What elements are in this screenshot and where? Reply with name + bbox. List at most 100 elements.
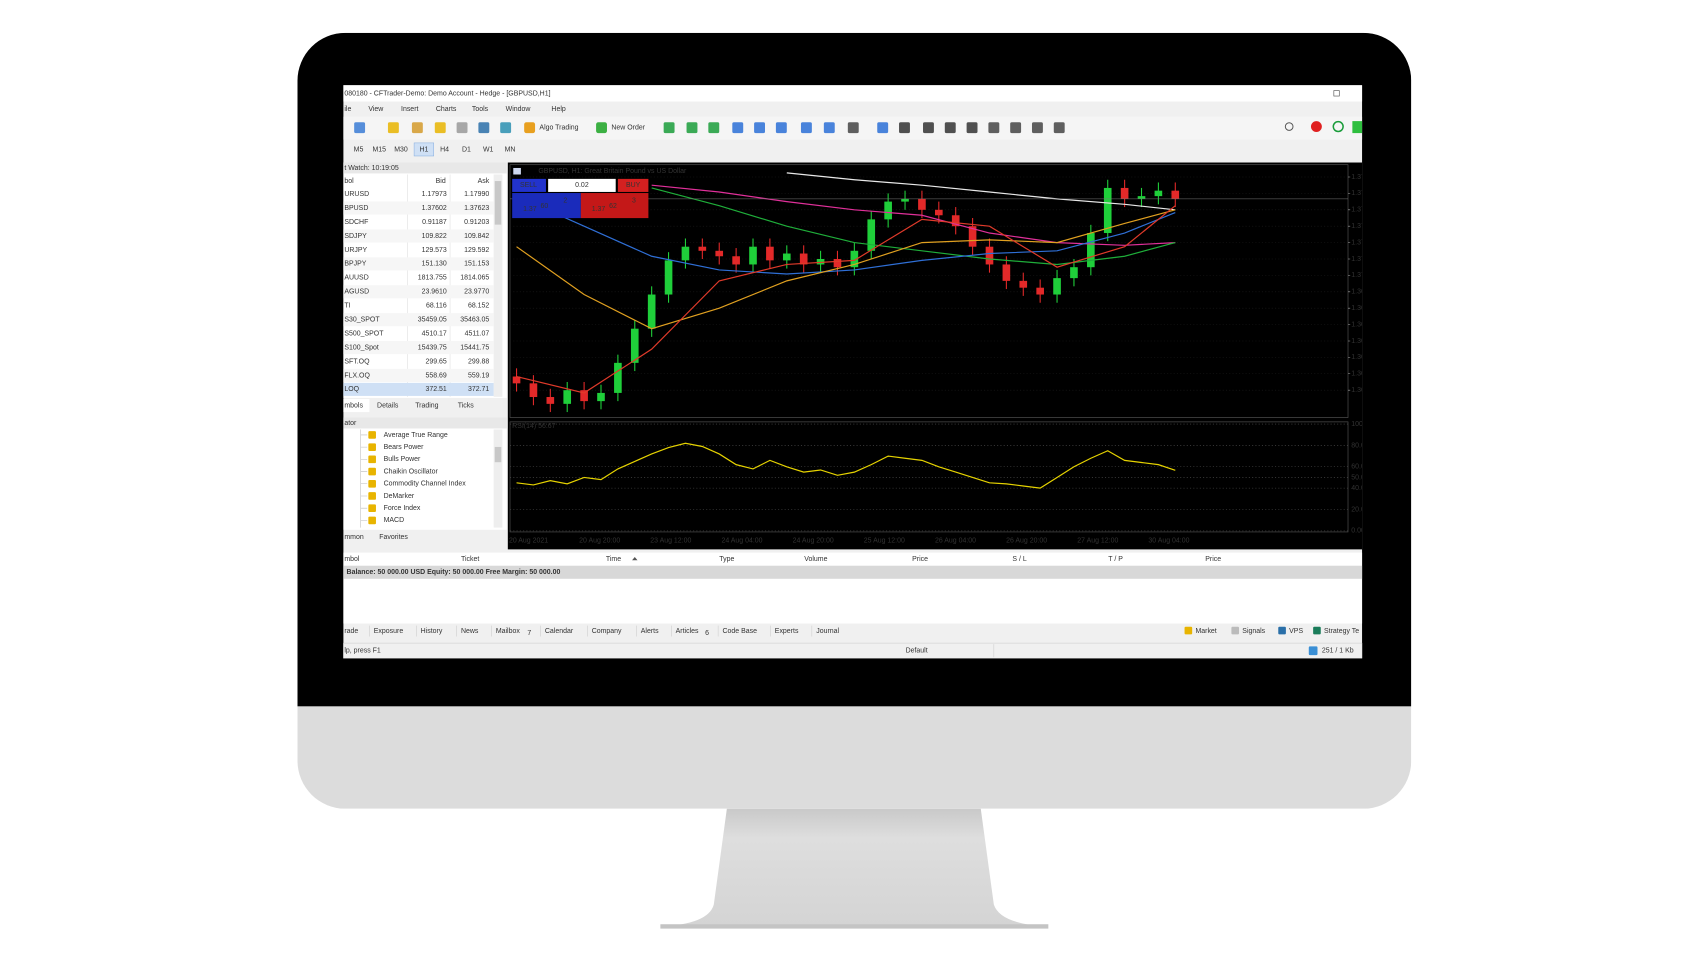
toolbox-tab[interactable]: News <box>461 628 479 635</box>
candle-body <box>664 260 673 295</box>
indicator-item: Bears Power <box>384 444 425 451</box>
toolbar-icon <box>899 122 910 134</box>
price-big: 60 <box>541 203 549 210</box>
sell-button[interactable] <box>512 178 546 192</box>
timeframe-button[interactable]: D1 <box>462 146 471 153</box>
ask-cell: 559.19 <box>468 372 489 379</box>
toolbar-icon <box>877 122 889 134</box>
indicator-item: Commodity Channel Index <box>384 481 467 488</box>
navigator-tab[interactable]: mmon <box>344 534 363 541</box>
toolbar-icon <box>847 122 859 134</box>
candle-body <box>850 250 859 268</box>
candle-body <box>580 390 588 402</box>
scrollbar-thumb <box>494 181 502 225</box>
moving-average <box>651 184 1176 246</box>
toolbar-icon <box>434 122 446 134</box>
timeframe-button[interactable]: W1 <box>483 146 494 153</box>
y-tick-label: 1.36 <box>1351 354 1365 361</box>
symbol-cell: FLX.OQ <box>344 372 370 379</box>
toolbar-icon <box>944 122 956 134</box>
toolbox-right-tab[interactable]: VPS <box>1289 628 1303 635</box>
x-tick-label: 25 Aug 12:00 <box>864 538 905 545</box>
rsi-pane <box>509 421 1349 533</box>
x-tick-label: 26 Aug 04:00 <box>935 538 976 545</box>
symbol-cell: SFT.OQ <box>344 358 370 365</box>
market-watch-tab[interactable]: Trading <box>415 402 438 409</box>
sell-label: SELL <box>520 182 537 189</box>
toolbox-tab[interactable]: Articles <box>676 628 699 635</box>
toolbox-right-tab[interactable]: Market <box>1195 628 1216 635</box>
candle-body <box>884 201 892 220</box>
bid-cell: 299.65 <box>425 358 446 365</box>
y-tick-label: 1.37 <box>1351 190 1365 197</box>
toolbox-tab[interactable]: Mailbox <box>496 628 521 635</box>
toolbox-tab[interactable]: History <box>421 628 443 635</box>
buy-label: BUY <box>626 182 641 189</box>
toolbar-icon <box>823 122 835 134</box>
candle-body <box>732 256 740 265</box>
timeframe-button[interactable]: H4 <box>440 146 449 153</box>
timeframe-button[interactable]: M15 <box>372 146 386 153</box>
toolbar-icon <box>966 122 978 134</box>
timeframe-button[interactable]: M30 <box>394 146 408 153</box>
candle-body <box>951 215 960 227</box>
toolbar-icon <box>411 122 423 134</box>
buy-button[interactable] <box>617 178 649 192</box>
y-tick-label: 100 <box>1351 421 1363 428</box>
candle-body <box>1053 278 1061 295</box>
timeframe-button[interactable]: H1 <box>419 146 428 153</box>
row-stripe <box>343 368 494 382</box>
price-fraction: 3 <box>632 198 636 205</box>
y-tick-label: 0.00 <box>1351 528 1365 535</box>
status-traffic: 251 / 1 Kb <box>1322 648 1354 655</box>
navigator-title: ator <box>344 420 357 427</box>
ask-cell: 372.71 <box>468 386 489 393</box>
ask-cell: 0.91203 <box>464 219 489 226</box>
sell-price-box[interactable] <box>512 193 581 219</box>
ask-cell: 151.153 <box>464 261 489 268</box>
candle-body <box>1019 280 1028 288</box>
candle-body <box>816 258 825 265</box>
menu-item: Help <box>551 106 565 113</box>
bid-cell: 23.9610 <box>422 289 447 296</box>
indicator-item: Force Index <box>384 505 421 512</box>
toolbox-tab[interactable]: Calendar <box>545 628 574 635</box>
symbol-cell: S500_SPOT <box>344 330 384 337</box>
balance-bar <box>343 565 1363 579</box>
y-tick-label: 1.37 <box>1351 239 1365 246</box>
market-watch-tab[interactable]: Ticks <box>458 402 475 409</box>
toolbox-tab[interactable]: Journal <box>816 628 839 635</box>
toolbar-icon <box>754 122 765 134</box>
symbol-cell: TI <box>344 303 350 310</box>
navigator-tab[interactable]: Favorites <box>379 534 408 541</box>
candle-body <box>1154 190 1163 197</box>
toolbox-tab[interactable]: rade <box>344 628 358 635</box>
buy-price-box[interactable] <box>580 193 649 219</box>
indicator-icon <box>368 455 376 464</box>
column-header: Time <box>606 556 621 563</box>
navigator-header <box>343 417 507 429</box>
candle-body <box>647 294 656 329</box>
price-pane <box>509 164 1349 418</box>
y-tick-label: 1.37 <box>1351 256 1365 263</box>
column-header: T / P <box>1108 556 1123 563</box>
timeframe-button[interactable]: MN <box>505 146 516 153</box>
toolbox-tab[interactable]: Exposure <box>374 628 404 635</box>
menu-item: Window <box>506 106 532 113</box>
market-watch-tab[interactable]: mbols <box>344 402 363 409</box>
indicator-item: Bulls Power <box>384 456 421 463</box>
price-prefix: 1.37 <box>523 206 537 213</box>
candle-body <box>715 250 724 257</box>
toolbox-tab[interactable]: Alerts <box>641 628 659 635</box>
market-watch-tab[interactable]: Details <box>377 402 399 409</box>
toolbox-tab[interactable]: Code Base <box>723 628 758 635</box>
row-selected <box>343 382 494 396</box>
toolbox-right-tab[interactable]: Strategy Te <box>1324 628 1359 635</box>
candle-body <box>935 209 943 216</box>
bid-cell: 1813.755 <box>418 275 447 282</box>
toolbox-right-tab[interactable]: Signals <box>1242 628 1265 635</box>
timeframe-button[interactable]: M5 <box>354 146 364 153</box>
toolbox-tab[interactable]: Experts <box>775 628 799 635</box>
candle-body <box>1120 187 1129 199</box>
toolbox-tab[interactable]: Company <box>592 628 622 635</box>
